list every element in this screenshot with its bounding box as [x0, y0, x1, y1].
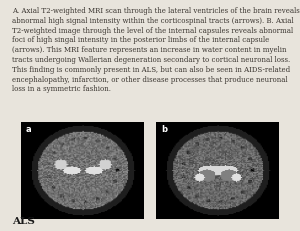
Text: b: b	[161, 125, 167, 134]
Text: a: a	[26, 125, 32, 134]
Text: ALS: ALS	[12, 217, 35, 226]
Text: A. Axial T2-weighted MRI scan through the lateral ventricles of the brain reveal: A. Axial T2-weighted MRI scan through th…	[12, 7, 300, 93]
